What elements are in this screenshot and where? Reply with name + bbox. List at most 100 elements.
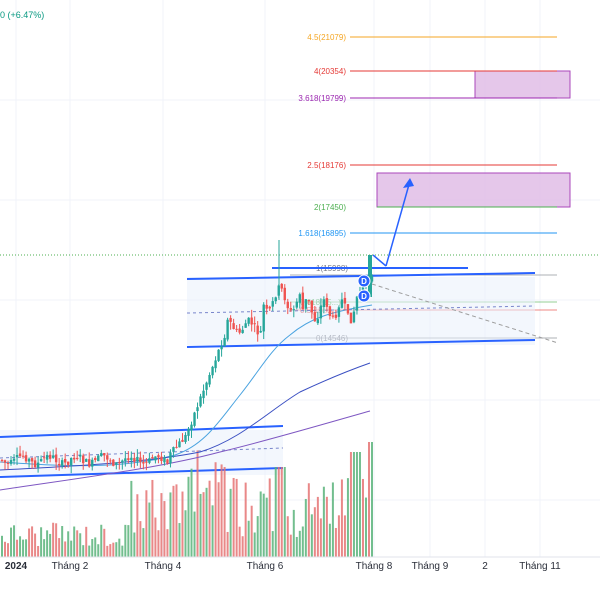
candle-body bbox=[0, 459, 4, 461]
candle-body bbox=[301, 292, 305, 310]
volume-bars bbox=[1, 442, 373, 557]
candle-body bbox=[60, 460, 64, 466]
candle bbox=[106, 452, 109, 467]
candle bbox=[27, 457, 31, 468]
candle bbox=[172, 446, 175, 458]
candle bbox=[163, 455, 166, 466]
candle-body bbox=[298, 294, 302, 303]
candle bbox=[256, 321, 259, 342]
candle bbox=[36, 456, 40, 473]
volume-bar bbox=[340, 479, 343, 557]
dividend-marker: D bbox=[357, 289, 371, 303]
volume-bar bbox=[319, 518, 322, 557]
volume-bar bbox=[361, 478, 364, 557]
volume-bar bbox=[166, 529, 169, 557]
candle bbox=[60, 457, 64, 469]
candle bbox=[112, 459, 115, 467]
candle-body bbox=[310, 300, 314, 313]
candle bbox=[238, 323, 241, 335]
volume-bar bbox=[103, 528, 106, 557]
forecast-arrow-line bbox=[385, 180, 411, 267]
ma-fast-line bbox=[0, 304, 373, 467]
candle-body bbox=[54, 454, 58, 463]
candle bbox=[187, 426, 190, 441]
fib-level-label: 3.618(19799) bbox=[298, 94, 346, 103]
candle bbox=[82, 453, 85, 470]
volume-bar bbox=[205, 487, 208, 557]
candle-body bbox=[76, 457, 79, 459]
channel-mid-line bbox=[186, 305, 536, 314]
volume-bar bbox=[193, 511, 196, 557]
candle bbox=[175, 439, 178, 449]
volume-bar bbox=[145, 490, 148, 557]
time-axis-tick-label: 2 bbox=[482, 561, 488, 572]
time-axis-tick-label: Tháng 8 bbox=[356, 561, 393, 572]
candle-body bbox=[45, 455, 49, 460]
volume-bar bbox=[337, 515, 340, 557]
candle-body bbox=[121, 460, 124, 463]
candle bbox=[280, 283, 283, 292]
candle-body bbox=[175, 446, 178, 448]
forecast-arrowhead bbox=[403, 178, 414, 188]
candle-body bbox=[368, 255, 372, 297]
volume-bar bbox=[352, 452, 355, 557]
time-axis-tick-label: Tháng 11 bbox=[519, 561, 561, 572]
time-axis-tick-label: Tháng 4 bbox=[145, 561, 182, 572]
volume-bar bbox=[259, 491, 262, 557]
candle bbox=[51, 449, 55, 459]
volume-bar bbox=[64, 541, 67, 557]
candle bbox=[100, 449, 103, 457]
candle-body bbox=[133, 457, 136, 462]
candle bbox=[142, 454, 145, 470]
candle-body bbox=[196, 407, 199, 412]
candle-body bbox=[295, 301, 298, 308]
candle bbox=[118, 457, 121, 470]
candle-body bbox=[169, 452, 172, 464]
candle-body bbox=[72, 457, 76, 460]
volume-bar bbox=[298, 530, 301, 557]
candle bbox=[33, 456, 37, 469]
candle-body bbox=[148, 458, 151, 463]
candle bbox=[346, 303, 350, 315]
consolidation-channel-fill bbox=[187, 277, 535, 345]
candle bbox=[265, 299, 268, 315]
volume-bar bbox=[133, 532, 136, 557]
candle-body bbox=[250, 317, 253, 325]
candle-body bbox=[94, 458, 97, 460]
candle-body bbox=[208, 375, 211, 385]
candle bbox=[136, 449, 139, 466]
candle bbox=[202, 384, 205, 404]
fib-level-label: 4(20354) bbox=[314, 67, 346, 76]
candle-body bbox=[106, 455, 109, 460]
candle bbox=[154, 456, 157, 464]
candle-body bbox=[265, 304, 268, 309]
candle-body bbox=[217, 349, 220, 361]
volume-bar bbox=[175, 484, 178, 557]
candle-body bbox=[286, 301, 289, 309]
candle bbox=[223, 334, 226, 347]
candle bbox=[121, 459, 124, 470]
candle bbox=[57, 457, 61, 471]
candle-body bbox=[79, 454, 82, 457]
candle-body bbox=[172, 447, 175, 452]
volume-bar bbox=[226, 531, 229, 557]
candle bbox=[148, 452, 151, 465]
candle-body bbox=[190, 424, 193, 431]
candle-body bbox=[334, 314, 338, 318]
candle bbox=[271, 297, 274, 311]
candle bbox=[343, 291, 347, 311]
candle-body bbox=[82, 455, 85, 464]
volume-bar bbox=[202, 492, 205, 557]
candle-body bbox=[85, 459, 88, 462]
candle-body bbox=[355, 296, 359, 311]
candle bbox=[262, 302, 265, 340]
volume-bar bbox=[235, 478, 238, 557]
candle bbox=[48, 451, 52, 463]
volume-bar bbox=[358, 452, 361, 557]
volume-bar bbox=[160, 493, 163, 557]
volume-bar bbox=[244, 482, 247, 557]
volume-bar bbox=[13, 525, 16, 557]
candle bbox=[331, 311, 335, 319]
